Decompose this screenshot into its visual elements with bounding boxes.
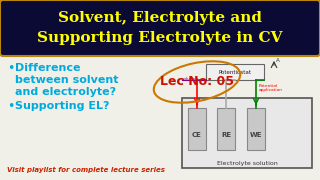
Text: between solvent: between solvent (15, 75, 118, 85)
Bar (0, 53, 320, 180)
Text: CE: CE (192, 132, 202, 138)
Text: •: • (7, 62, 14, 75)
Text: A: A (276, 57, 280, 62)
Text: and electrolyte?: and electrolyte? (15, 87, 116, 97)
Text: Potential
application: Potential application (259, 84, 283, 92)
Bar (247, 108, 265, 150)
FancyBboxPatch shape (0, 0, 320, 56)
Text: Lec No: 05: Lec No: 05 (160, 75, 234, 87)
Text: Electrolyte solution: Electrolyte solution (217, 161, 277, 166)
Text: Difference: Difference (15, 63, 81, 73)
Text: solution: solution (182, 77, 199, 81)
Bar (182, 98, 312, 168)
Bar (188, 108, 206, 150)
Text: Visit playlist for complete lecture series: Visit playlist for complete lecture seri… (7, 167, 165, 173)
Text: •: • (7, 100, 14, 112)
Bar (206, 64, 264, 80)
Text: RE: RE (221, 132, 231, 138)
Text: Supporting EL?: Supporting EL? (15, 101, 109, 111)
Text: Potentiostat: Potentiostat (219, 69, 252, 75)
Text: Supporting Electrolyte in CV: Supporting Electrolyte in CV (37, 31, 283, 45)
Text: Solvent, Electrolyte and: Solvent, Electrolyte and (58, 11, 262, 25)
Bar (217, 108, 235, 150)
Text: WE: WE (250, 132, 262, 138)
